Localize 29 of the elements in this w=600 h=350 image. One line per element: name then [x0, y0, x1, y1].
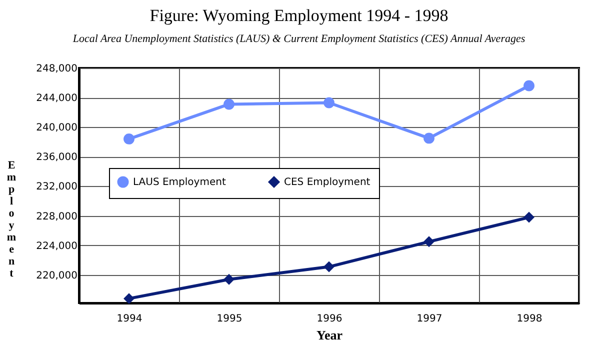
point [124, 133, 134, 144]
y-tick-label: 232,000 [36, 182, 78, 193]
y-tick-label: 224,000 [36, 240, 78, 252]
point [324, 97, 334, 108]
x-tick-label: 1994 [116, 314, 142, 324]
y-tick-label: 240,000 [36, 122, 78, 134]
y-tick-label: 244,000 [36, 93, 78, 104]
point [224, 98, 234, 110]
y-tick-label: 220,000 [36, 270, 78, 282]
point [224, 274, 234, 285]
legend-label: LAUS Employment [133, 177, 226, 188]
point [424, 132, 434, 144]
x-tick-label: 1996 [316, 314, 342, 324]
chart-title: Figure: Wyoming Employment 1994 - 1998 [150, 6, 448, 25]
legend-label: CES Employment [284, 177, 370, 188]
y-tick-label: 228,000 [36, 211, 78, 222]
point [524, 80, 534, 92]
x-axis-title: Year [316, 328, 343, 342]
y-tick-label: 236,000 [36, 152, 78, 164]
x-tick-label: 1995 [216, 314, 242, 324]
point [124, 293, 134, 304]
point [524, 212, 534, 223]
point [324, 261, 334, 272]
text: Employment [6, 160, 16, 280]
x-tick-label: 1998 [516, 314, 542, 324]
point [424, 236, 434, 248]
y-tick-label: 248,000 [36, 64, 78, 74]
chart-subtitle: Local Area Unemployment Statistics (LAUS) & Current Employment Statistics (CES) Annual Averages [72, 33, 526, 45]
x-tick-label: 1997 [416, 314, 442, 324]
